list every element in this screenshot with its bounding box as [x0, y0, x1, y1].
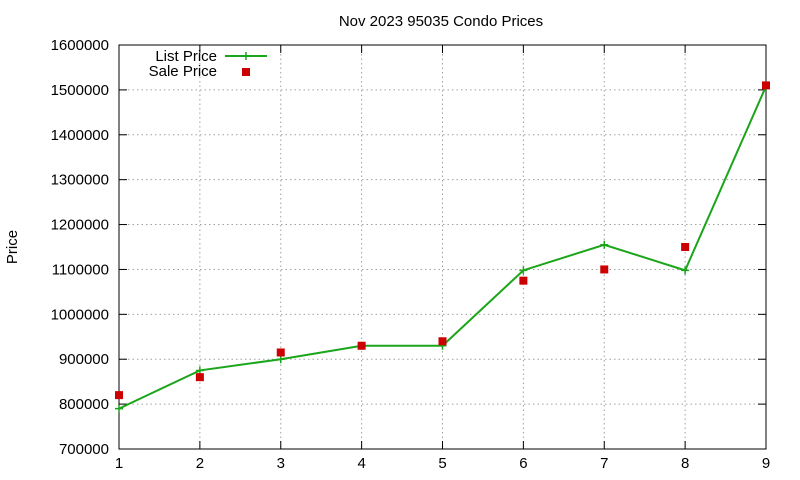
list-price-point [115, 404, 123, 413]
list-price-point [600, 240, 609, 249]
x-tick-label: 6 [519, 455, 527, 472]
sale-price-point [276, 348, 285, 357]
y-tick-label: 700000 [59, 441, 109, 458]
x-tick-label: 3 [277, 455, 285, 472]
sale-price-point [357, 341, 366, 350]
sale-price-point [762, 81, 770, 90]
y-tick-label: 1500000 [51, 82, 109, 99]
series-sale-price [115, 81, 770, 400]
x-tick-label: 1 [115, 455, 123, 472]
y-tick-label: 800000 [59, 396, 109, 413]
chart-title: Nov 2023 95035 Condo Prices [339, 13, 543, 30]
series [115, 81, 770, 413]
x-tick-label: 8 [681, 455, 689, 472]
sale-price-point [195, 373, 204, 382]
legend-swatch-marker [242, 68, 250, 76]
x-tick-label: 4 [357, 455, 365, 472]
list-price-point [519, 266, 528, 275]
x-tick-label: 5 [438, 455, 446, 472]
y-tick-label: 1000000 [51, 306, 109, 323]
list-price-point [195, 366, 204, 375]
legend-swatch-marker [242, 52, 250, 60]
y-tick-label: 1400000 [51, 127, 109, 144]
sale-price-point [681, 243, 690, 251]
grid-lines [119, 45, 766, 449]
sale-price-point [600, 265, 609, 274]
y-tick-label: 900000 [59, 351, 109, 368]
y-tick-label: 1600000 [51, 37, 109, 54]
legend-label: List Price [155, 48, 217, 65]
legend-label: Sale Price [149, 63, 217, 80]
x-tick-label: 9 [762, 455, 770, 472]
sale-price-point [438, 337, 447, 346]
list-price-point [681, 266, 690, 275]
y-tick-label: 1300000 [51, 172, 109, 189]
sale-price-point [519, 276, 528, 285]
list-price-point [276, 355, 285, 364]
y-tick-label: 1100000 [52, 261, 109, 278]
x-tick-label: 2 [196, 455, 204, 472]
sale-price-point [115, 391, 123, 400]
y-axis-label: Price [4, 230, 21, 264]
axes: 700000 800000 900000 1000000 1100000 1200000 1… [51, 37, 771, 472]
x-tick-label: 7 [600, 455, 608, 472]
y-tick-label: 1200000 [51, 217, 109, 234]
